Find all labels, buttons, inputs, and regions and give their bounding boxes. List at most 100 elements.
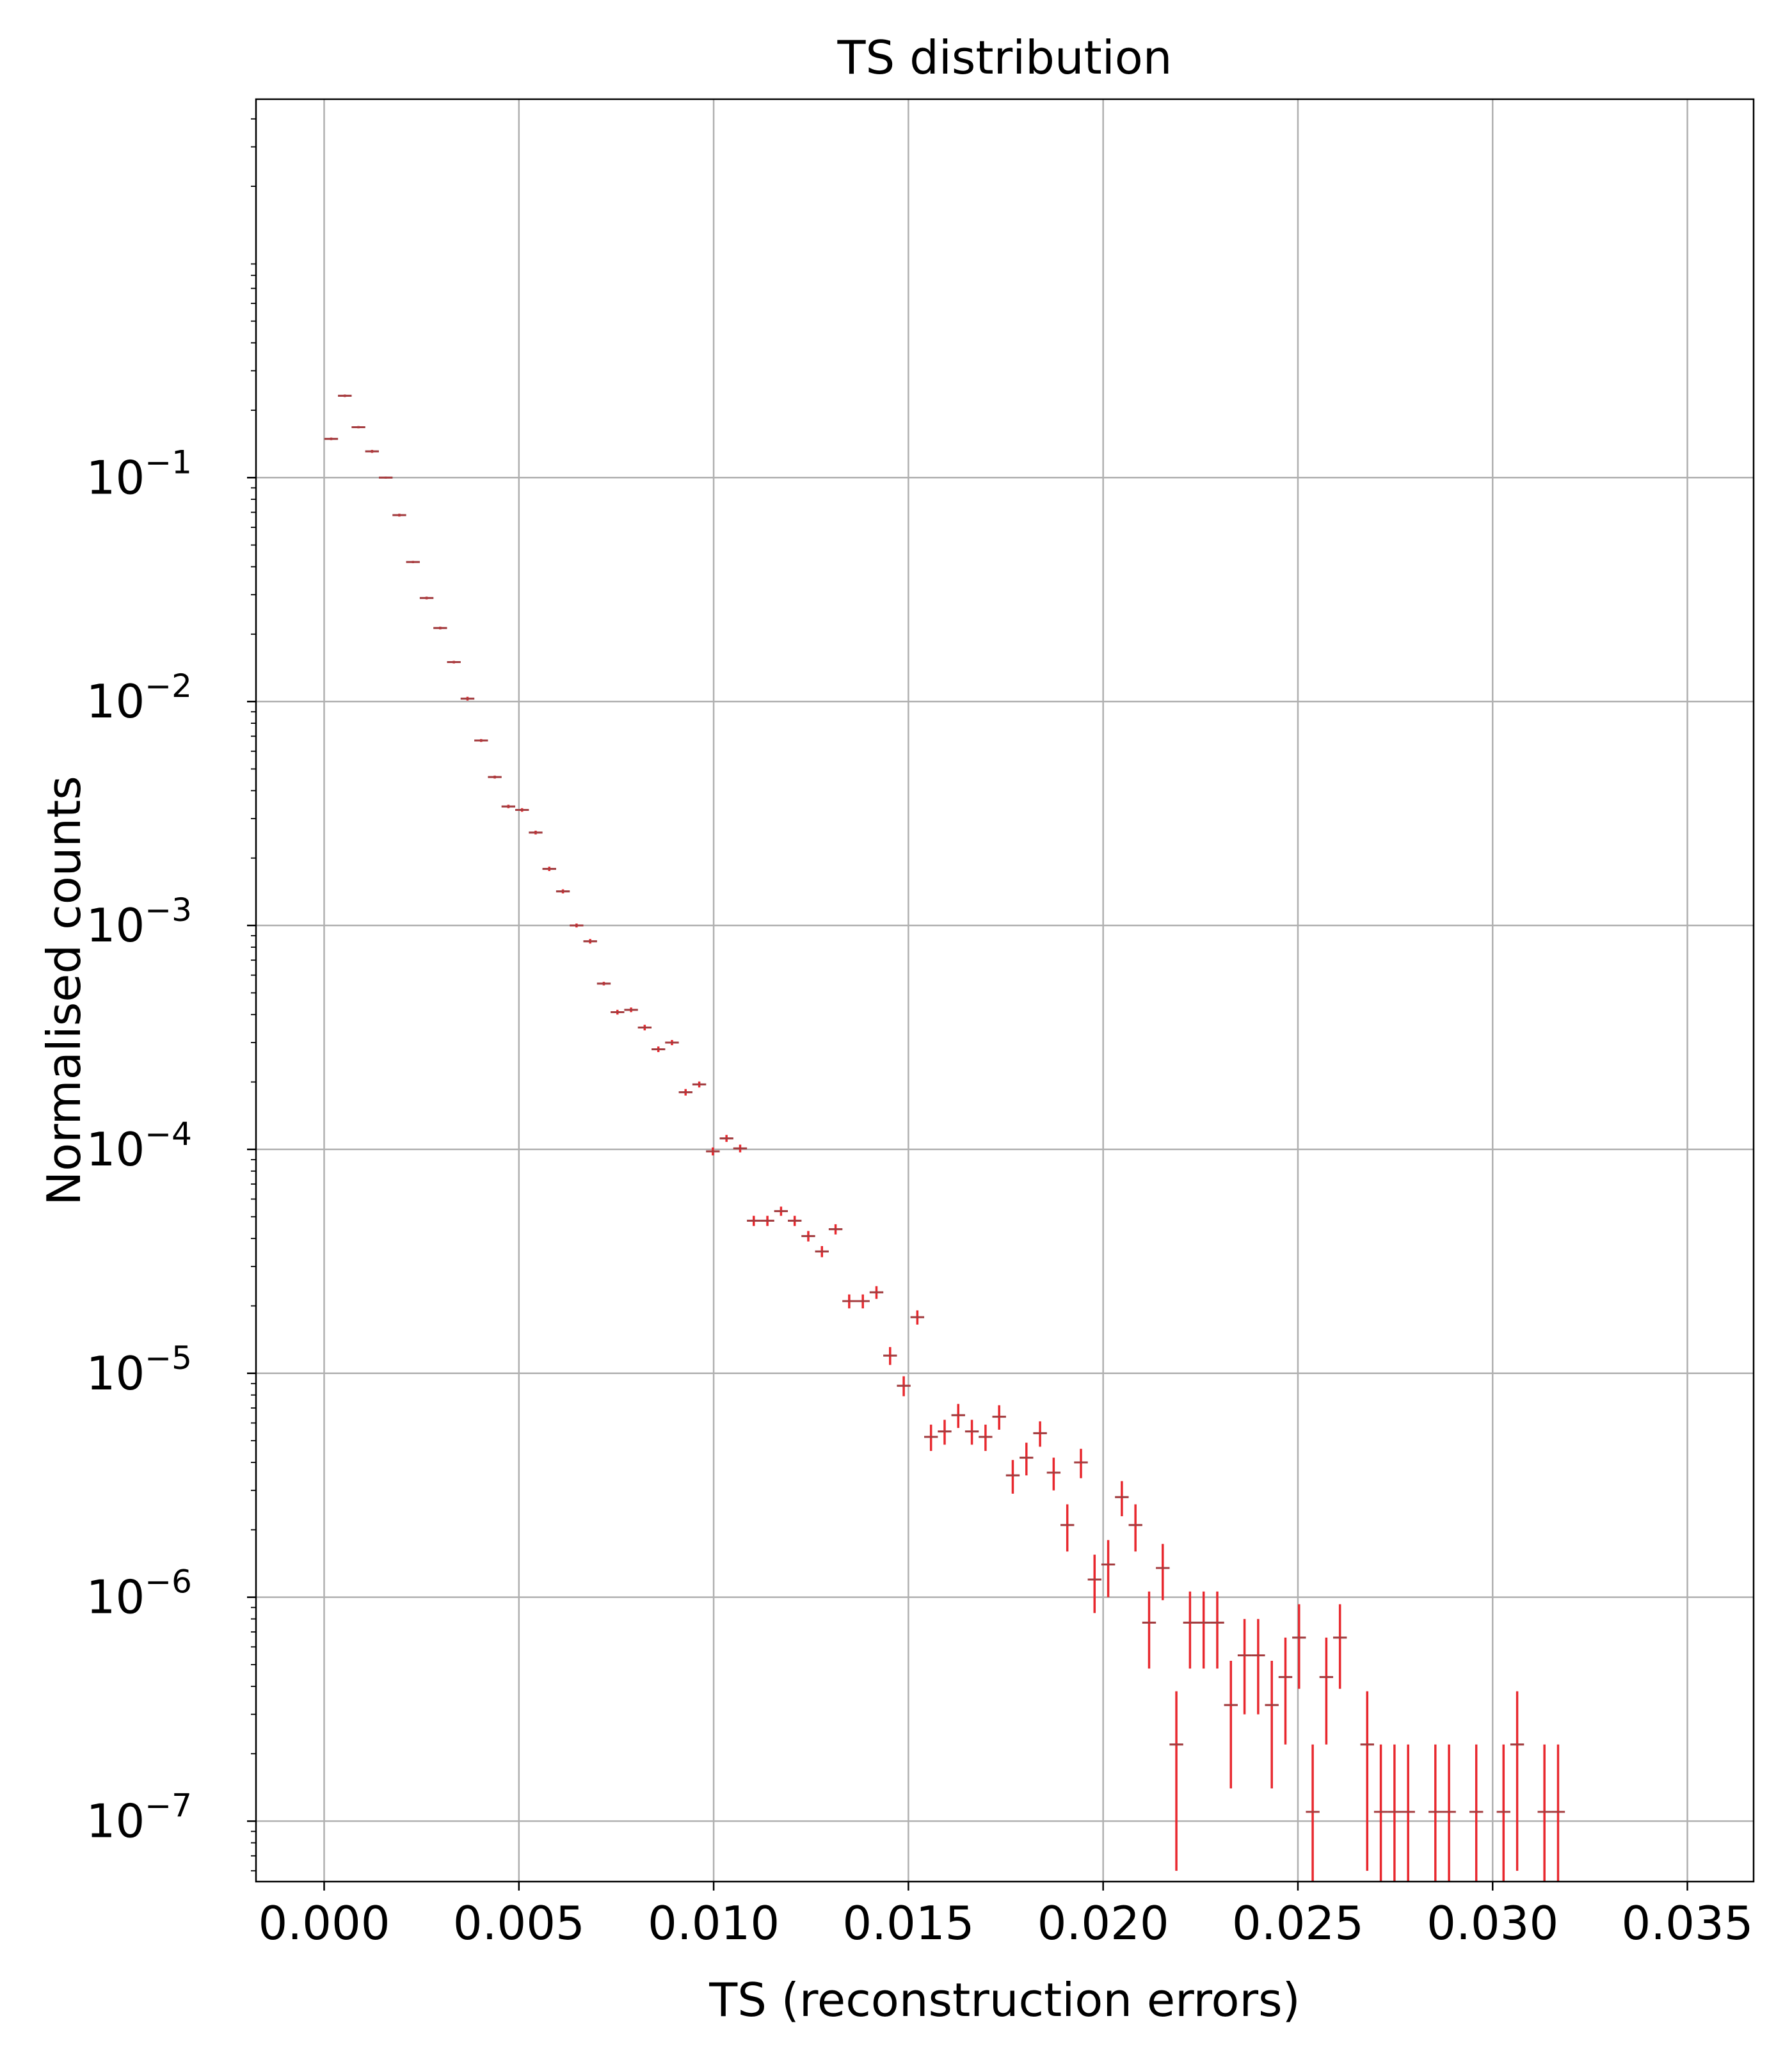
data-point bbox=[1033, 1421, 1047, 1447]
data-point bbox=[856, 1294, 870, 1309]
x-tick-label: 0.005 bbox=[453, 1896, 585, 1950]
data-point bbox=[1183, 1591, 1197, 1669]
axis-ticks: 0.000 0.005 0.010 0.015 0.020 0.025 0.030 0.035… bbox=[86, 118, 1754, 1950]
x-tick-label: 0.000 bbox=[258, 1896, 390, 1950]
data-point bbox=[924, 1424, 938, 1452]
y-tick-label-base: 10 bbox=[86, 1123, 145, 1176]
data-point bbox=[910, 1310, 925, 1325]
data-point bbox=[515, 808, 529, 812]
data-point bbox=[596, 982, 611, 986]
y-tick-label-base: 10 bbox=[86, 1571, 145, 1624]
y-tick-label-exponent: −2 bbox=[145, 668, 192, 705]
data-point bbox=[611, 1009, 625, 1015]
data-point bbox=[1360, 1691, 1374, 1871]
data-point bbox=[365, 449, 380, 453]
data-point bbox=[1251, 1619, 1265, 1715]
data-point bbox=[1333, 1604, 1347, 1689]
y-tick-label: 10−2 bbox=[86, 668, 192, 728]
y-tick-label-exponent: −7 bbox=[145, 1788, 192, 1825]
data-point bbox=[419, 596, 434, 600]
y-axis-label: Normalised counts bbox=[37, 776, 91, 1206]
data-point bbox=[351, 426, 365, 429]
data-point bbox=[869, 1286, 884, 1299]
data-point bbox=[1210, 1591, 1224, 1669]
data-point bbox=[392, 513, 406, 517]
data-point bbox=[1265, 1661, 1279, 1789]
data-point bbox=[815, 1245, 829, 1258]
data-point bbox=[460, 696, 475, 701]
data-point bbox=[447, 660, 461, 664]
y-tick-label-base: 10 bbox=[86, 675, 145, 728]
data-point bbox=[1278, 1637, 1293, 1745]
data-point bbox=[1224, 1661, 1238, 1789]
y-tick-label-exponent: −1 bbox=[145, 444, 192, 481]
axes-frame bbox=[255, 98, 1755, 1883]
data-point bbox=[1551, 1744, 1565, 1882]
data-point bbox=[570, 924, 584, 928]
data-point bbox=[1388, 1744, 1402, 1882]
x-tick-label: 0.010 bbox=[648, 1896, 780, 1950]
x-tick-label: 0.025 bbox=[1232, 1896, 1364, 1950]
data-point bbox=[624, 1007, 638, 1012]
data-point bbox=[665, 1039, 679, 1046]
grid bbox=[256, 99, 1754, 1882]
data-point bbox=[1319, 1637, 1334, 1745]
data-point bbox=[897, 1376, 911, 1396]
data-point bbox=[719, 1135, 733, 1142]
data-point bbox=[1373, 1744, 1388, 1882]
x-tick-label: 0.015 bbox=[842, 1896, 974, 1950]
data-point bbox=[406, 561, 420, 563]
data-point bbox=[529, 830, 543, 835]
chart-title: TS distribution bbox=[837, 31, 1172, 84]
data-point bbox=[992, 1405, 1006, 1430]
x-tick-label: 0.035 bbox=[1621, 1896, 1753, 1950]
data-point bbox=[1169, 1691, 1183, 1871]
data-point bbox=[706, 1147, 720, 1156]
y-tick-label-exponent: −3 bbox=[145, 892, 192, 929]
data-point bbox=[774, 1206, 788, 1216]
data-point bbox=[747, 1215, 761, 1226]
data-point bbox=[842, 1294, 856, 1309]
data-point bbox=[1469, 1744, 1484, 1882]
data-point bbox=[1442, 1744, 1456, 1882]
data-point bbox=[379, 476, 393, 479]
data-point bbox=[1005, 1460, 1020, 1494]
data-point bbox=[1156, 1544, 1170, 1601]
x-tick-label: 0.030 bbox=[1427, 1896, 1558, 1950]
data-point bbox=[488, 775, 502, 779]
data-point bbox=[583, 939, 597, 944]
y-tick-label: 10−4 bbox=[86, 1116, 192, 1176]
data-point bbox=[1074, 1448, 1088, 1478]
data-point bbox=[1401, 1744, 1415, 1882]
data-point bbox=[1428, 1744, 1443, 1882]
y-tick-label-base: 10 bbox=[86, 451, 145, 504]
data-point bbox=[979, 1424, 993, 1452]
data-point bbox=[1537, 1744, 1551, 1882]
data-point bbox=[1087, 1555, 1101, 1613]
data-point bbox=[652, 1046, 666, 1052]
y-tick-label: 10−6 bbox=[86, 1564, 192, 1624]
data-point bbox=[474, 739, 488, 742]
data-point bbox=[760, 1215, 774, 1226]
data-point bbox=[1101, 1540, 1116, 1597]
y-tick-label-exponent: −6 bbox=[145, 1564, 192, 1601]
y-tick-label: 10−3 bbox=[86, 892, 192, 952]
data-point bbox=[883, 1347, 897, 1365]
data-point bbox=[733, 1144, 748, 1153]
data-point bbox=[1020, 1443, 1034, 1476]
data-point bbox=[1142, 1591, 1156, 1669]
data-point bbox=[788, 1215, 802, 1226]
data-point bbox=[964, 1420, 979, 1445]
data-point bbox=[692, 1081, 707, 1088]
data-point bbox=[556, 889, 570, 893]
data-point bbox=[637, 1025, 652, 1030]
data-point bbox=[324, 437, 339, 440]
data-point bbox=[1292, 1604, 1306, 1689]
data-point bbox=[1115, 1481, 1129, 1517]
data-point bbox=[1510, 1691, 1524, 1871]
data-point bbox=[938, 1420, 952, 1445]
data-point bbox=[678, 1089, 692, 1096]
data-point bbox=[1496, 1744, 1510, 1882]
